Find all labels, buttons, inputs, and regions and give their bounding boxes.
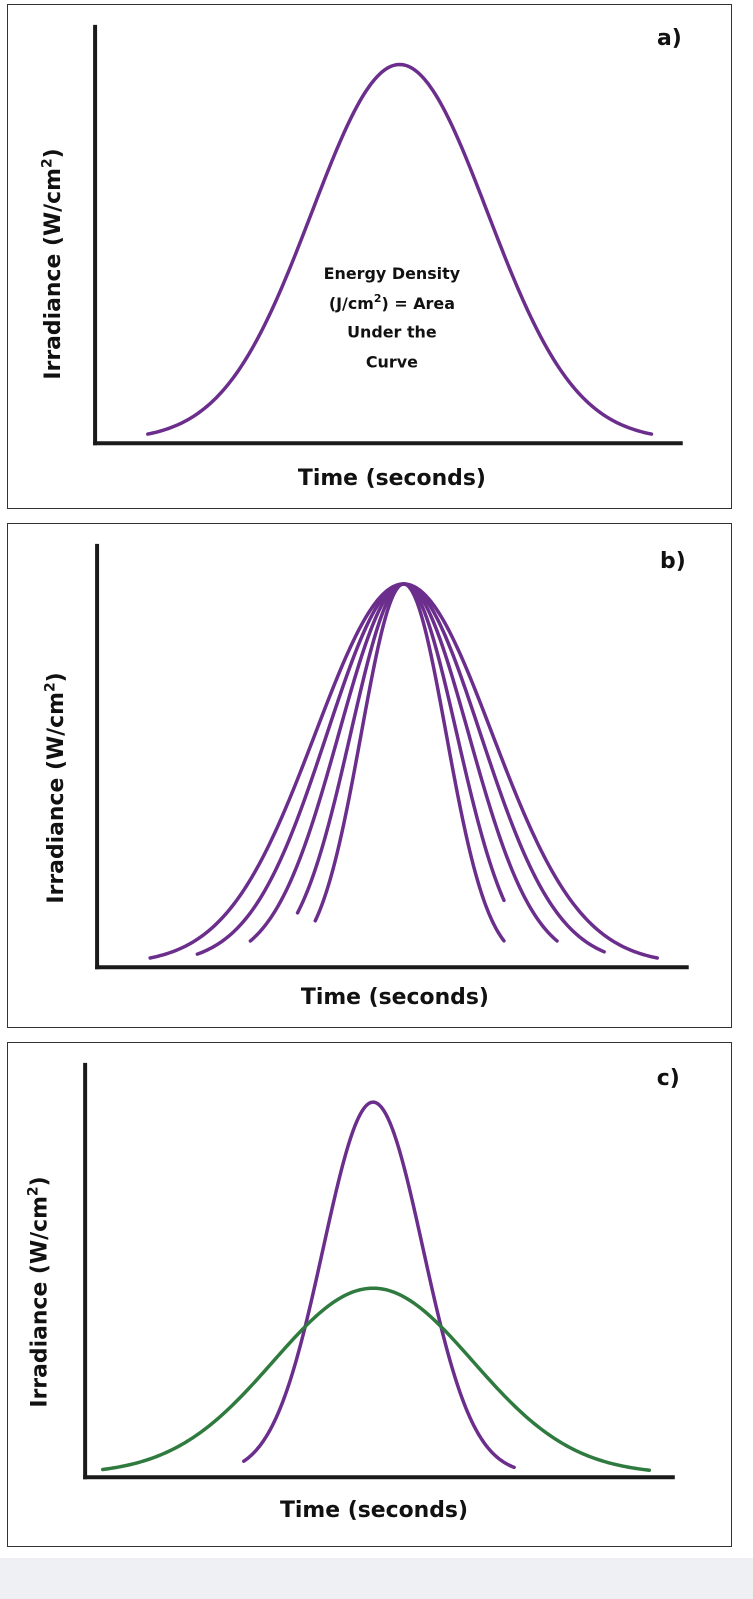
chart-panel-a: a) Irradiance (W/cm2) Time (seconds) Ene…: [7, 4, 732, 509]
series-group: [148, 582, 659, 960]
series-line-short-high-pulse: [242, 1100, 516, 1470]
y-axis-label: Irradiance (W/cm2): [39, 148, 66, 379]
chart-panel-b: b) Irradiance (W/cm2) Time (seconds): [7, 523, 732, 1028]
y-axis-label: Irradiance (W/cm2): [42, 672, 69, 903]
x-axis-label: Time (seconds): [301, 985, 489, 1010]
annotation-line-1: Energy Density: [324, 264, 461, 283]
page-footer-strip: [0, 1558, 753, 1599]
y-axis-label: Irradiance (W/cm2): [25, 1176, 52, 1407]
annotation-line-3: Under the: [347, 323, 437, 342]
chart-svg-b: b) Irradiance (W/cm2) Time (seconds): [42, 543, 689, 1010]
series-line-pulse-5: [313, 582, 506, 943]
area-annotation: Energy Density (J/cm2) = Area Under the …: [324, 264, 461, 372]
series-line-pulse-1: [148, 582, 659, 960]
chart-panel-c: c) Irradiance (W/cm2) Time (seconds): [7, 1042, 732, 1547]
panel-label-c: c): [657, 1066, 680, 1091]
chart-svg-a: a) Irradiance (W/cm2) Time (seconds) Ene…: [39, 24, 683, 491]
series-line-pulse: [146, 62, 654, 436]
annotation-line-2: (J/cm2) = Area: [329, 292, 455, 313]
annotation-line-4: Curve: [366, 353, 418, 372]
series-group: [146, 62, 654, 436]
x-axis-label: Time (seconds): [298, 466, 486, 491]
chart-svg-c: c) Irradiance (W/cm2) Time (seconds): [25, 1062, 680, 1523]
x-axis-label: Time (seconds): [280, 1498, 468, 1523]
series-line-pulse-2: [195, 582, 606, 956]
panel-label-b: b): [660, 549, 686, 574]
panel-label-a: a): [657, 26, 682, 51]
series-line-pulse-3: [248, 582, 559, 943]
series-line-long-low-pulse: [101, 1286, 652, 1472]
series-group: [101, 1100, 652, 1472]
